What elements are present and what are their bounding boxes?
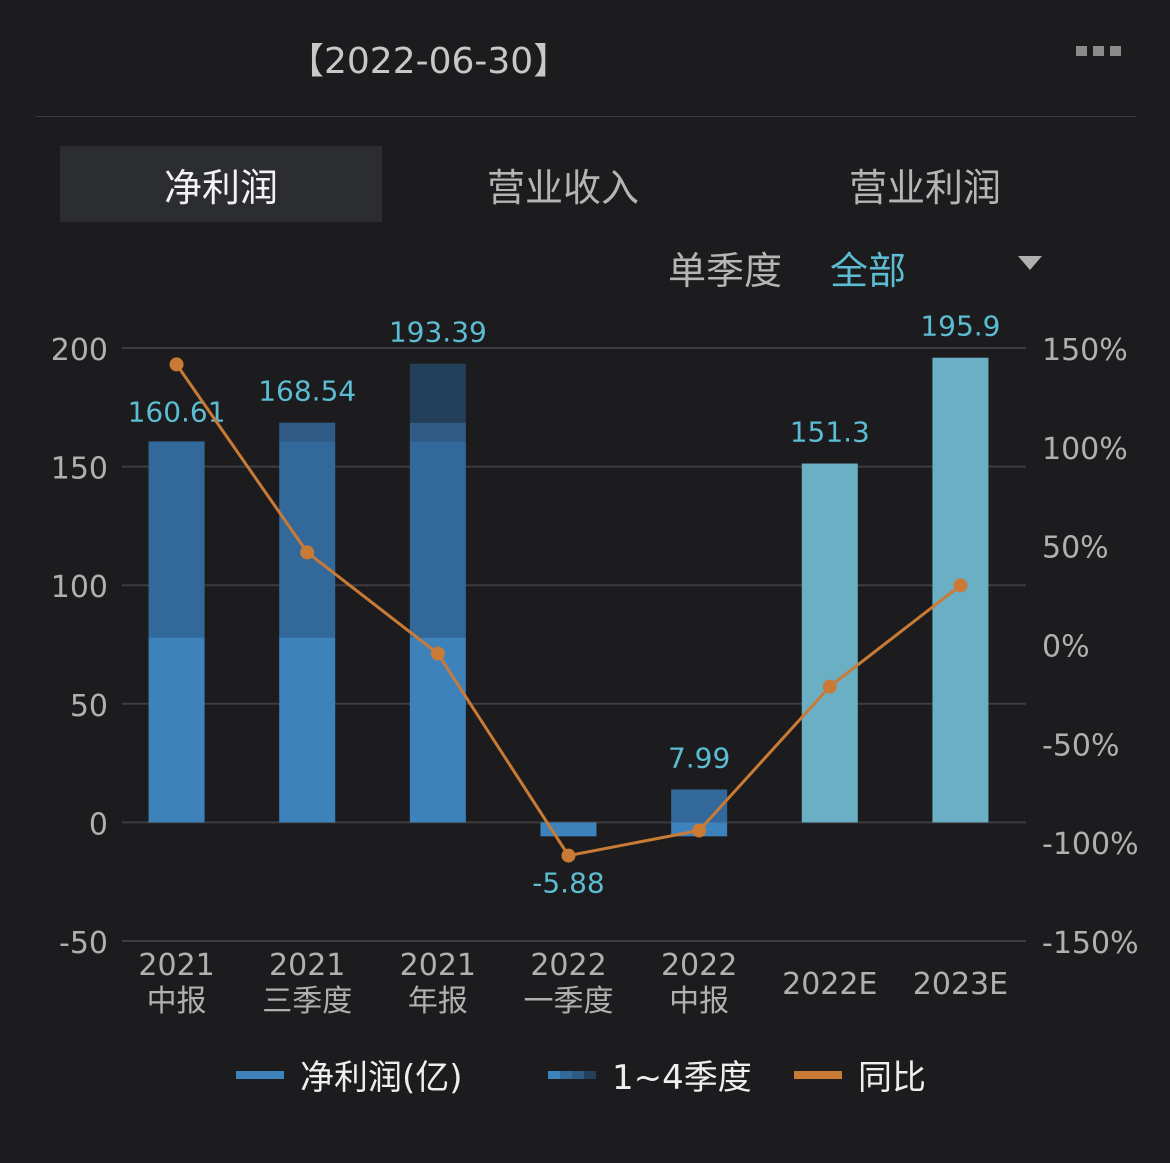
y-left-tick-label: 200: [51, 333, 108, 368]
legend-quarters[interactable]: 1~4季度: [548, 1050, 752, 1099]
more-icon[interactable]: [1076, 46, 1121, 56]
report-date[interactable]: 【2022-06-30】: [288, 41, 570, 82]
x-tick-label: 中报: [669, 984, 729, 1019]
bar-segment-q4: [409, 363, 466, 423]
tab-revenue[interactable]: 营业收入: [486, 165, 639, 210]
chart: 200 150 100 50 0 -50 150% 100% 50% 0% -50% -100% -15…: [51, 310, 1139, 1019]
data-label: 168.54: [258, 375, 356, 408]
y-left-tick-label: 150: [51, 452, 108, 487]
x-tick-label: 2022: [661, 948, 737, 983]
yoy-point: [692, 823, 707, 838]
divider: [36, 116, 1136, 117]
x-tick-label: 一季度: [524, 984, 614, 1019]
x-tick-label: 三季度: [262, 984, 352, 1019]
x-tick-label: 中报: [147, 984, 207, 1019]
bar-segment-q3: [279, 422, 336, 442]
y-right-tick-label: -50%: [1042, 728, 1120, 763]
legend-swatch: [236, 1070, 284, 1079]
yoy-point: [561, 848, 576, 863]
legend-swatch: [548, 1070, 596, 1079]
y-right-tick-label: -100%: [1042, 827, 1139, 862]
y-right-tick-label: 150%: [1042, 333, 1128, 368]
bar-segment-q1: [279, 637, 336, 823]
range-select[interactable]: 全部: [830, 249, 907, 293]
yoy-point: [822, 679, 837, 694]
bar-segment-q2: [148, 441, 205, 638]
y-left-tick-label: 50: [70, 689, 108, 724]
x-tick-label: 2022E: [782, 967, 877, 1002]
x-tick-label: 2021: [138, 948, 214, 983]
data-label: 193.39: [389, 316, 487, 349]
y-right-tick-label: -150%: [1042, 926, 1139, 961]
bar-segment-q1: [148, 637, 205, 823]
chevron-down-icon[interactable]: [1018, 256, 1042, 270]
x-tick-label: 2022: [530, 948, 606, 983]
y-right-tick-label: 100%: [1042, 432, 1128, 467]
bar-segment-q3: [409, 422, 466, 442]
legend-label: 1~4季度: [612, 1058, 752, 1098]
legend-swatch: [794, 1070, 842, 1079]
x-tick-label: 年报: [408, 984, 468, 1019]
y-left-tick-label: 0: [89, 807, 108, 842]
bar-segment-q2: [279, 441, 336, 638]
x-tick-label: 2021: [269, 948, 345, 983]
x-tick-label: 2021: [400, 948, 476, 983]
yoy-point: [430, 646, 445, 661]
bar-segment-q2: [671, 789, 728, 823]
tab-net-profit[interactable]: 净利润: [60, 146, 382, 222]
yoy-point: [953, 578, 968, 593]
single-quarter-toggle[interactable]: 单季度: [668, 249, 783, 293]
data-label: 195.9: [920, 310, 1000, 343]
y-right-tick-label: 0%: [1042, 630, 1090, 665]
x-tick-label: 2023E: [913, 967, 1008, 1002]
bar-segment-q2: [409, 441, 466, 638]
bar-segment-q1: [409, 637, 466, 823]
data-label: 7.99: [668, 742, 730, 775]
legend-net-profit[interactable]: 净利润(亿): [236, 1050, 463, 1099]
bar-estimate: [801, 463, 858, 823]
yoy-point: [300, 545, 315, 560]
y-right-tick-label: 50%: [1042, 531, 1109, 566]
y-left-tick-label: -50: [59, 926, 108, 961]
yoy-point: [169, 357, 184, 372]
legend-label: 同比: [858, 1058, 926, 1098]
data-label: 151.3: [790, 416, 870, 449]
legend-label: 净利润(亿): [300, 1058, 463, 1098]
y-left-tick-label: 100: [51, 570, 108, 605]
tab-operating-profit[interactable]: 营业利润: [848, 165, 1001, 210]
legend-yoy[interactable]: 同比: [794, 1050, 926, 1099]
data-label: -5.88: [532, 866, 604, 899]
